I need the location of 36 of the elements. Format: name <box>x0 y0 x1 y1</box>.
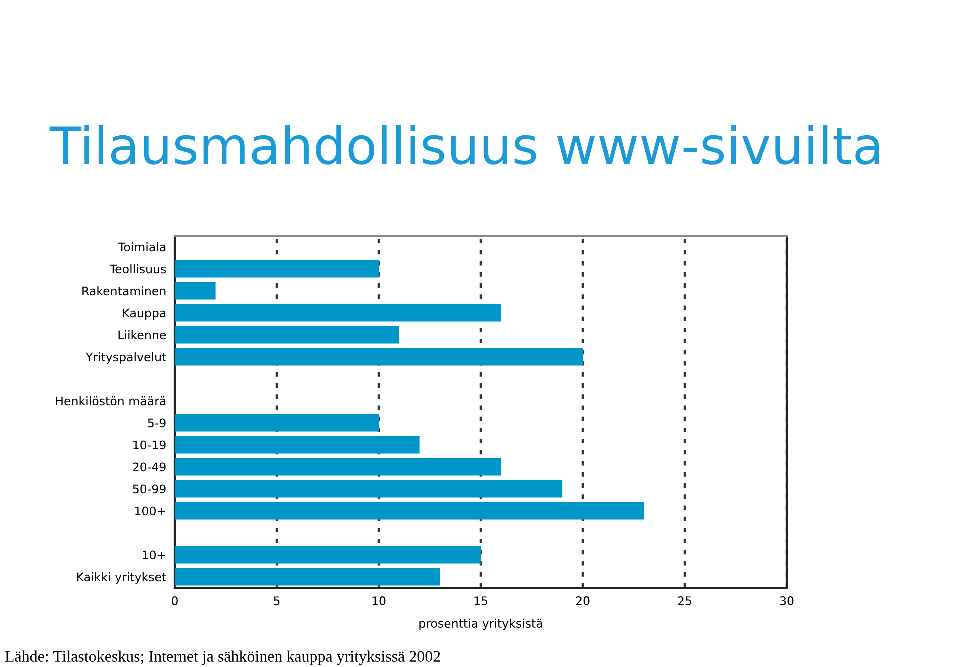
bar <box>175 502 644 520</box>
bar <box>175 414 379 432</box>
bar <box>175 304 502 322</box>
bar <box>175 480 563 498</box>
bar <box>175 568 440 586</box>
bar <box>175 282 216 300</box>
y-tick-label: 100+ <box>136 506 166 516</box>
y-tick-label: 20-49 <box>133 462 166 472</box>
text: Lähde: Tilastokeskus; Internet ja sähköinen kauppa yrityksissä 2002 <box>5 650 440 666</box>
x-tick-label: 15 <box>474 596 488 606</box>
y-tick-label: 10+ <box>143 550 166 560</box>
y-tick-label: Kauppa <box>123 308 166 320</box>
x-tick-label: 0 <box>172 596 178 606</box>
bar <box>175 436 420 454</box>
y-tick-label: Liikenne <box>118 330 166 340</box>
y-tick-label: Yrityspalvelut <box>86 352 166 364</box>
bar <box>175 458 502 476</box>
x-tick-label: 10 <box>372 596 386 606</box>
y-tick-label: Teollisuus <box>110 264 166 274</box>
bar <box>175 260 379 278</box>
y-tick-label: Toimiala <box>118 242 166 252</box>
x-tick-label: 25 <box>678 596 692 606</box>
bar <box>175 348 583 366</box>
bar <box>175 326 400 344</box>
x-tick-label: 30 <box>780 596 794 606</box>
x-tick-label: 5 <box>274 596 280 606</box>
bar <box>175 546 481 564</box>
x-axis-title: prosenttia yrityksistä <box>420 618 542 630</box>
y-tick-label: Rakentaminen <box>82 286 166 296</box>
x-tick-label: 20 <box>576 596 590 606</box>
chart-title: Tilausmahdollisuus www-sivuilta <box>50 125 880 165</box>
y-tick-label: 50-99 <box>133 484 166 494</box>
y-tick-label: 10-19 <box>134 440 166 450</box>
y-tick-label: 5-9 <box>148 418 166 428</box>
y-tick-label: Kaikki yritykset <box>77 572 166 584</box>
y-tick-label: Henkilöstön määrä <box>56 396 166 406</box>
